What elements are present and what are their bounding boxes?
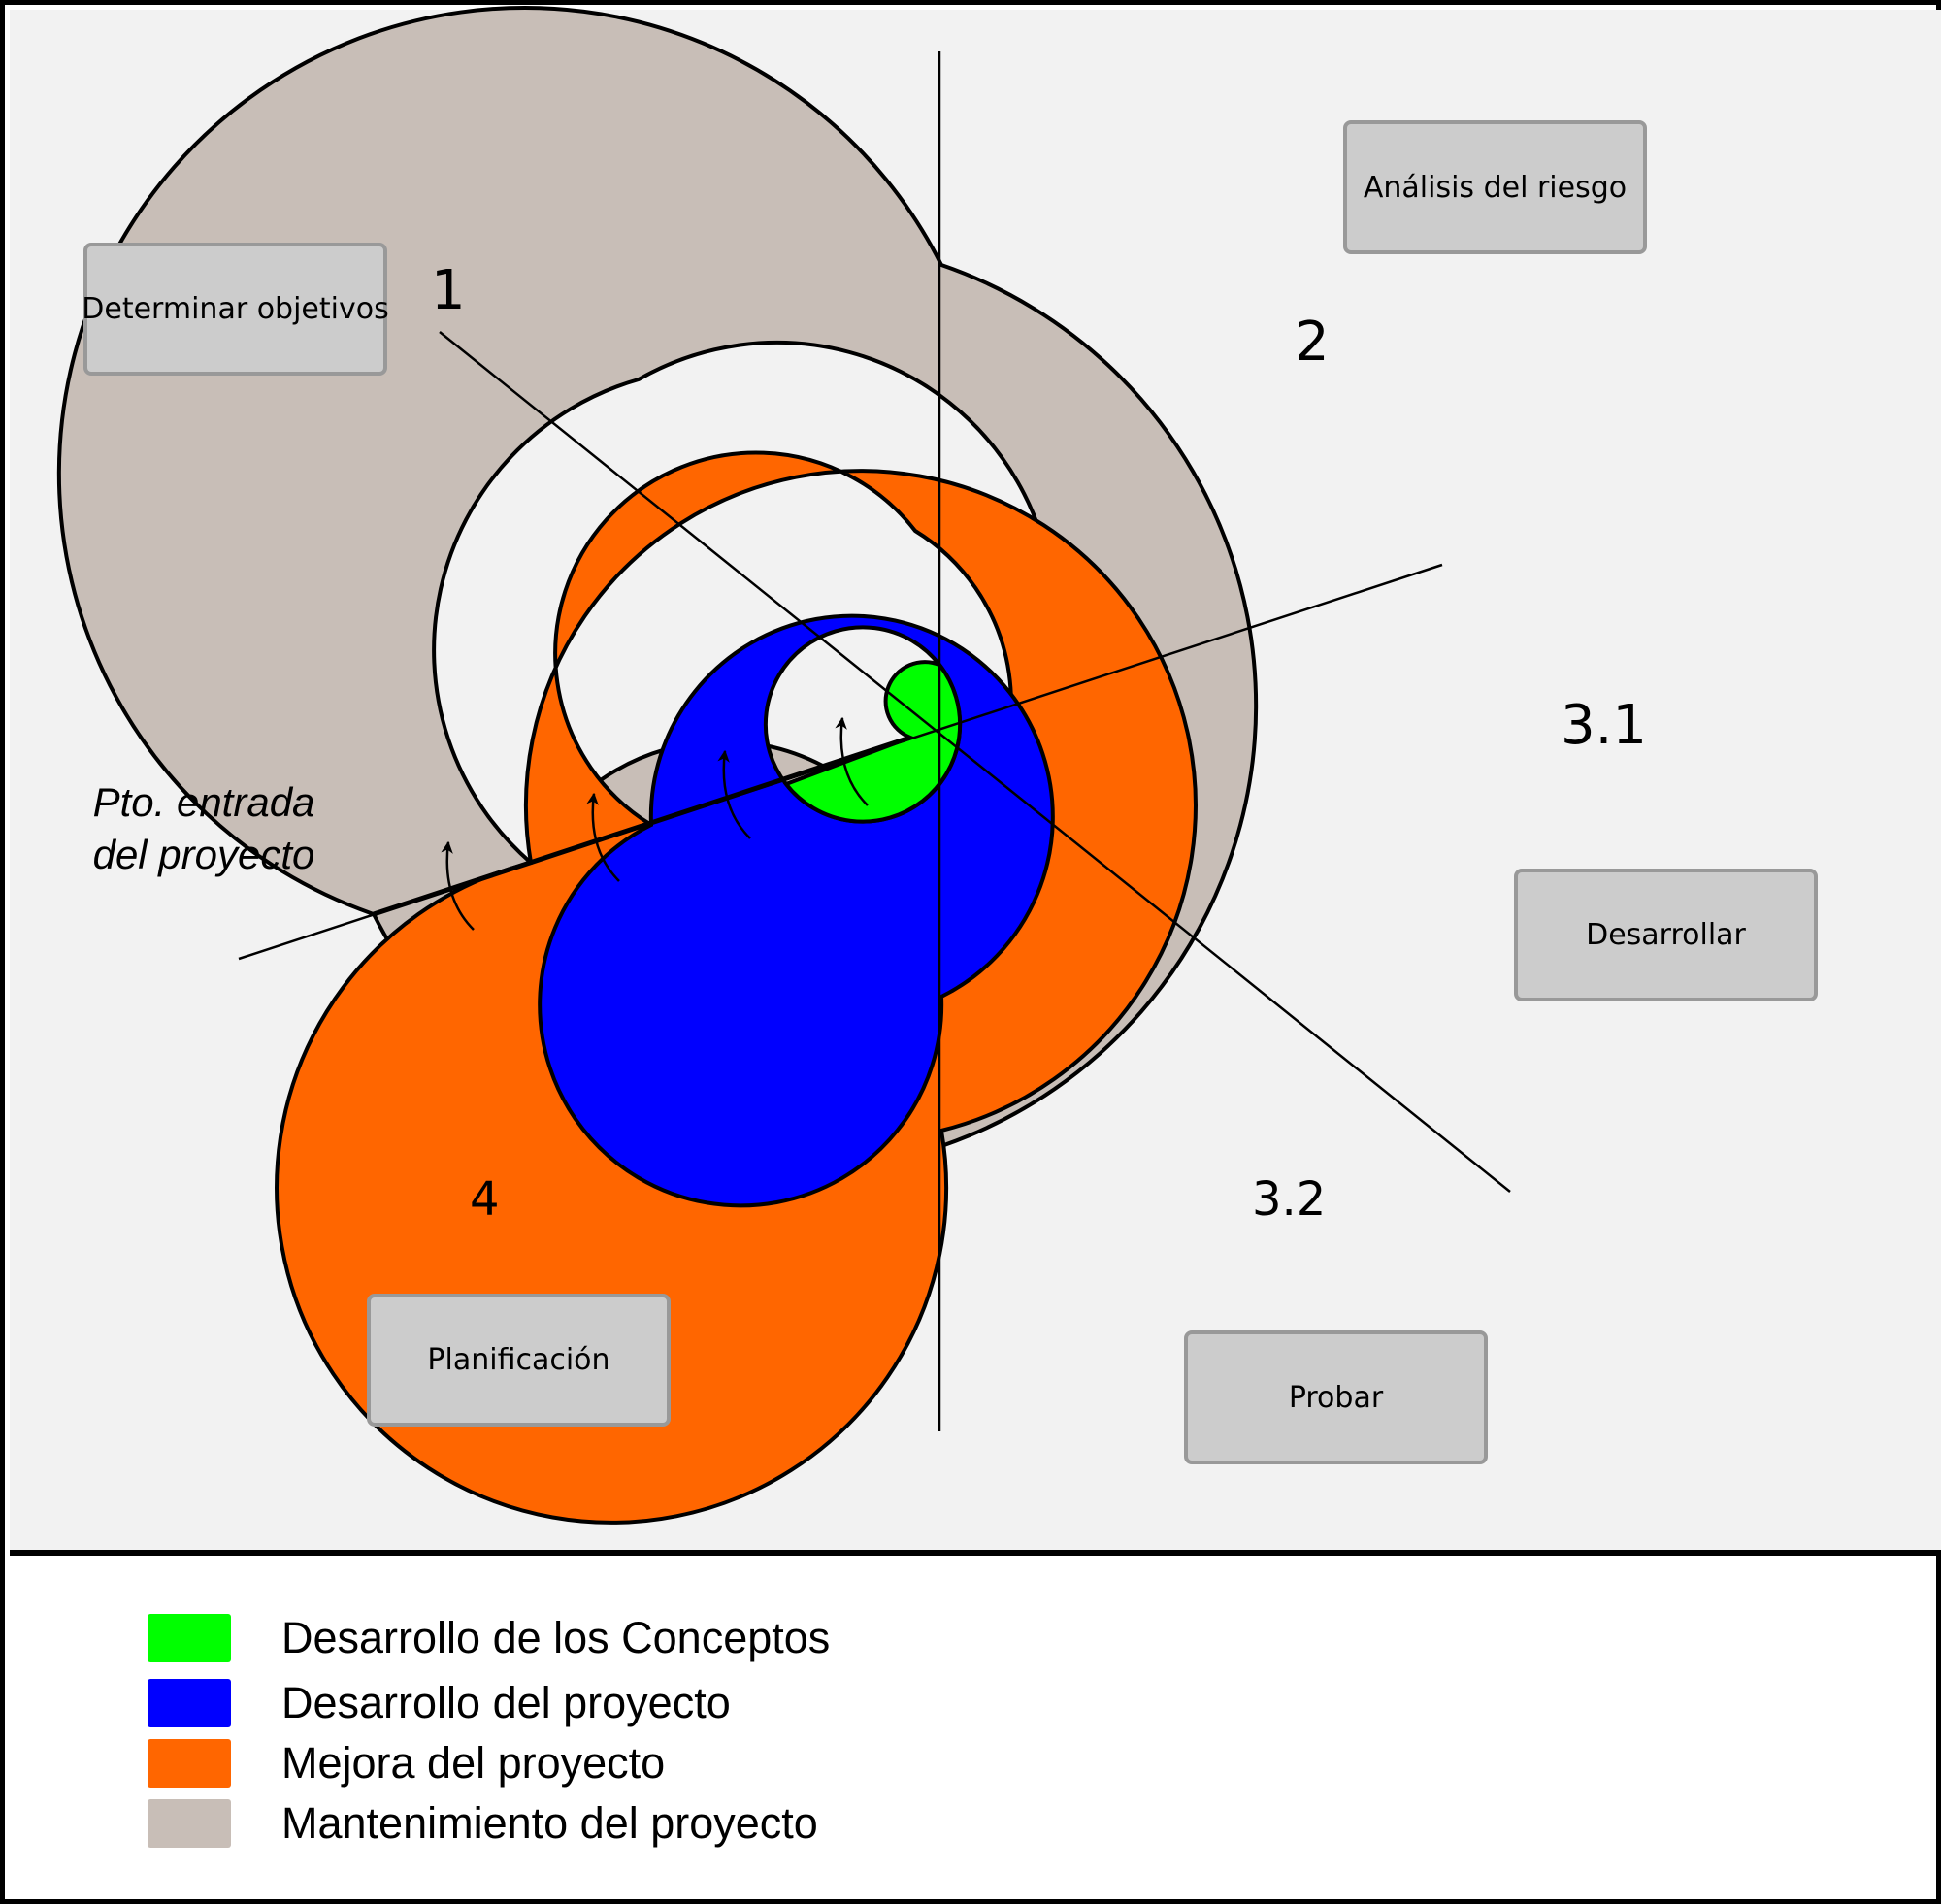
box-probar: Probar bbox=[1184, 1330, 1488, 1464]
box-label: Determinar objetivos bbox=[82, 292, 389, 326]
legend-item-concepts: Desarrollo de los Conceptos bbox=[148, 1611, 830, 1665]
entry-point-line1: Pto. entrada bbox=[92, 779, 315, 825]
entry-point-label: Pto. entrada del proyecto bbox=[78, 776, 330, 881]
quadrant-number-1: 1 bbox=[431, 259, 466, 322]
entry-edge bbox=[373, 735, 911, 917]
legend-item-maintenance: Mantenimiento del proyecto bbox=[148, 1796, 818, 1851]
direction-arrow bbox=[717, 749, 751, 839]
box-desarrollar: Desarrollar bbox=[1514, 869, 1818, 1001]
box-determinar-objetivos: Determinar objetivos bbox=[82, 243, 389, 376]
legend-label: Mantenimiento del proyecto bbox=[281, 1798, 818, 1848]
entry-point-line2: del proyecto bbox=[92, 832, 315, 877]
legend-swatch bbox=[148, 1799, 231, 1848]
box-label: Análisis del riesgo bbox=[1363, 170, 1628, 205]
legend-item-development: Desarrollo del proyecto bbox=[148, 1676, 731, 1730]
box-label: Planificación bbox=[427, 1343, 610, 1377]
quadrant-number-3-2: 3.2 bbox=[1252, 1172, 1327, 1227]
quadrant-number-3-1: 3.1 bbox=[1561, 694, 1648, 757]
direction-arrow bbox=[586, 792, 620, 882]
legend-swatch bbox=[148, 1679, 231, 1727]
quadrant-number-2: 2 bbox=[1295, 311, 1330, 374]
direction-arrow bbox=[441, 840, 475, 931]
legend-label: Desarrollo del proyecto bbox=[281, 1678, 731, 1727]
quadrant-number-4: 4 bbox=[470, 1172, 500, 1227]
band-concepts bbox=[782, 660, 963, 824]
legend-swatch bbox=[148, 1739, 231, 1788]
legend-divider bbox=[10, 1550, 1941, 1556]
box-label: Probar bbox=[1288, 1380, 1384, 1415]
legend-item-improvement: Mejora del proyecto bbox=[148, 1736, 665, 1790]
legend-label: Mejora del proyecto bbox=[281, 1738, 666, 1788]
direction-arrow bbox=[835, 716, 869, 806]
box-analisis-riesgo: Análisis del riesgo bbox=[1343, 120, 1647, 254]
box-label: Desarrollar bbox=[1586, 918, 1746, 952]
legend-swatch bbox=[148, 1614, 231, 1662]
legend-label: Desarrollo de los Conceptos bbox=[281, 1613, 831, 1662]
axis-diagonal bbox=[439, 331, 1511, 1193]
box-planificacion: Planificación bbox=[367, 1294, 671, 1427]
